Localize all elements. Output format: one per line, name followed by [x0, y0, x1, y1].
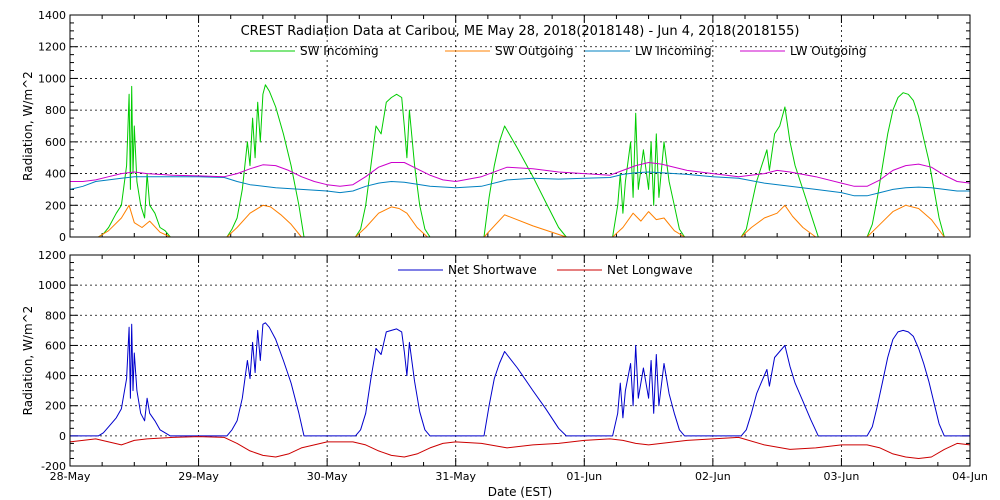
legend-label: SW Outgoing [495, 44, 574, 58]
y-axis-title: Radiation, W/m^2 [21, 306, 35, 416]
y-tick-label: 800 [45, 104, 66, 117]
series-line-sw-incoming [70, 84, 970, 238]
y-tick-label: 400 [45, 168, 66, 181]
x-axis-title: Date (EST) [488, 485, 552, 499]
series-line-net-shortwave [70, 322, 970, 437]
y-tick-label: 600 [45, 136, 66, 149]
legend-label: Net Longwave [607, 263, 693, 277]
y-tick-label: 1200 [38, 249, 66, 262]
x-tick-label: 01-Jun [566, 470, 602, 483]
x-tick-label: 29-May [178, 470, 219, 483]
y-tick-label: 400 [45, 370, 66, 383]
y-tick-label: 0 [59, 231, 66, 244]
plot-frame [69, 254, 971, 467]
y-tick-label: 1400 [38, 9, 66, 22]
y-tick-label: 200 [45, 199, 66, 212]
top-panel: 0 200 400 600 800 1000 1200 1400 SW Incoming SW O… [21, 9, 971, 244]
bottom-panel: -200 0 200 400 600 800 1000 1200 Net Shortwave Ne… [21, 249, 988, 499]
y-tick-label: 600 [45, 339, 66, 352]
y-tick-label: 1200 [38, 41, 66, 54]
series-line-lw-incoming [69, 171, 970, 197]
series-line-sw-outgoing [70, 204, 970, 238]
x-tick-label: 03-Jun [824, 470, 860, 483]
y-tick-label: 0 [59, 430, 66, 443]
y-axis-title: Radiation, W/m^2 [21, 71, 35, 181]
legend-label: SW Incoming [300, 44, 379, 58]
legend-label: LW Outgoing [790, 44, 867, 58]
legend-label: Net Shortwave [448, 263, 537, 277]
series-line-lw-outgoing [70, 162, 971, 187]
y-tick-label: 200 [45, 400, 66, 413]
x-tick-label: 31-May [435, 470, 476, 483]
series-line-net-longwave [69, 436, 971, 459]
x-tick-label: 30-May [307, 470, 348, 483]
x-tick-label: 28-May [50, 470, 91, 483]
x-tick-label: 02-Jun [695, 470, 731, 483]
plot-frame [69, 14, 971, 238]
y-tick-label: 1000 [38, 72, 66, 85]
x-tick-label: 04-Jun [952, 470, 988, 483]
y-tick-label: -200 [41, 460, 66, 473]
legend-label: LW Incoming [635, 44, 712, 58]
chart-title: CREST Radiation Data at Caribou, ME May … [241, 24, 800, 39]
y-tick-label: 800 [45, 309, 66, 322]
y-tick-label: 1000 [38, 279, 66, 292]
